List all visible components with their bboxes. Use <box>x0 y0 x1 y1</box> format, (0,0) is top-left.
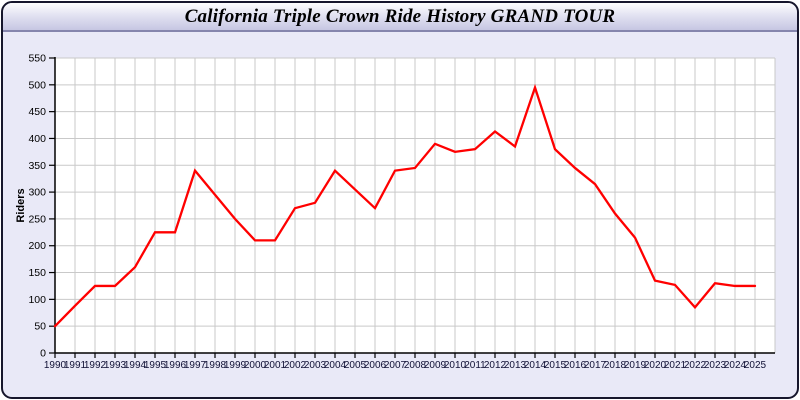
page-title: California Triple Crown Ride History GRA… <box>184 5 616 27</box>
header-bar: California Triple Crown Ride History GRA… <box>3 3 797 32</box>
